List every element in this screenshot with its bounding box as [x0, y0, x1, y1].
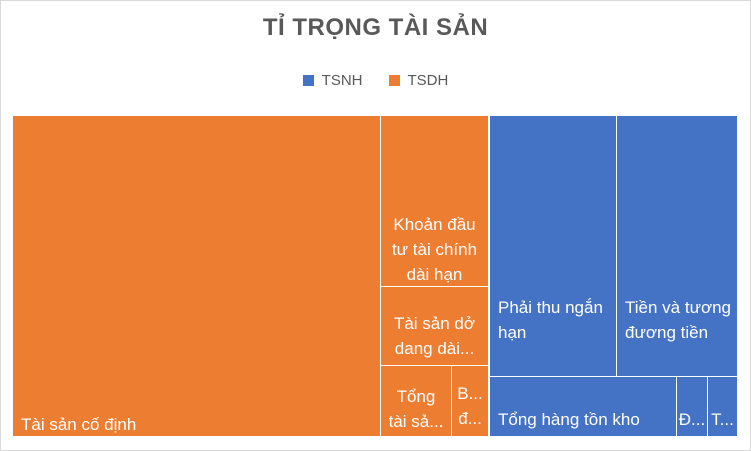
treemap-cell-label-1: Tài sản cố định: [21, 412, 378, 437]
treemap-cell-3: [381, 287, 488, 365]
treemap-cell-8: [490, 377, 676, 436]
treemap-cell-label-line: đ...: [458, 409, 482, 428]
treemap-cell-label-line: Khoản đầu: [393, 215, 476, 234]
treemap-cell-label-8: Tổng hàng tồn kho: [498, 407, 674, 432]
treemap-cell-label-line: đương tiền: [625, 323, 709, 342]
treemap-cell-label-line: B...: [457, 384, 483, 403]
treemap-cell-4: [381, 366, 451, 436]
treemap-cell-label-line: Tiền và tương: [625, 298, 732, 317]
treemap-cell-2: [381, 116, 488, 286]
treemap-cell-label-line: dài hạn: [406, 265, 463, 284]
treemap-cell-label-line: T...: [711, 410, 734, 429]
legend-item-tsdh: TSDH: [388, 72, 449, 89]
treemap-cell-7: [617, 116, 737, 376]
treemap-cell-label-line: tư tài chính: [391, 240, 478, 259]
treemap-cell-label-line: Tổng: [396, 387, 436, 406]
treemap-cell-label-line: tài sả...: [388, 412, 444, 431]
legend-swatch-tsdh: [388, 75, 400, 86]
chart-title: TỈ TRỌNG TÀI SẢN: [262, 14, 489, 41]
legend-swatch-tsnh: [302, 75, 314, 86]
treemap-cell-label-7: Tiền và tương đương tiền: [625, 295, 735, 345]
legend-item-tsnh: TSNH: [302, 72, 363, 89]
treemap-cell-1: [13, 116, 380, 436]
treemap-cell-6: [490, 116, 616, 376]
treemap-cell-label-line: Phải thu ngắn: [498, 298, 603, 317]
treemap-cell-label-line: Tổng hàng tồn kho: [498, 410, 640, 429]
treemap-cell-label-10: T...: [708, 407, 737, 432]
treemap-cell-label-line: Đ...: [678, 410, 706, 429]
treemap-cell-label-6: Phải thu ngắn hạn: [498, 295, 614, 345]
treemap-cell-label-line: hạn: [498, 323, 527, 342]
treemap-cell-9: [677, 377, 707, 436]
legend-label-tsnh: TSNH: [321, 72, 363, 89]
treemap-cell-label-line: Tài sản cố định: [21, 415, 137, 434]
treemap-cell-label-5: B... đ...: [452, 381, 488, 431]
treemap-cell-5: [452, 366, 488, 436]
legend: TSNH TSDH: [0, 72, 751, 89]
treemap-cell-label-9: Đ...: [677, 407, 707, 432]
treemap-cell-label-3: Tài sản dở dang dài...: [381, 311, 488, 361]
treemap-cell-label-line: dang dài...: [394, 339, 475, 358]
legend-label-tsdh: TSDH: [407, 72, 449, 89]
treemap-cell-10: [708, 377, 737, 436]
treemap-cell-label-line: Tài sản dở: [393, 314, 476, 333]
treemap-cell-label-4: Tổng tài sả...: [381, 384, 451, 434]
treemap-cell-label-2: Khoản đầu tư tài chính dài hạn: [381, 212, 488, 287]
